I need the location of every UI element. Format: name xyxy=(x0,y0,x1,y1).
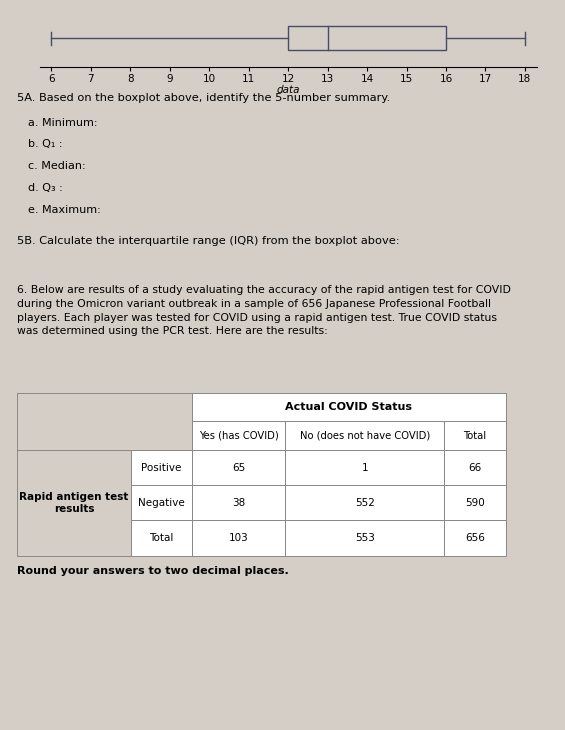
Bar xyxy=(131,520,192,556)
Text: 656: 656 xyxy=(465,533,485,543)
Text: 6. Below are results of a study evaluating the accuracy of the rapid antigen tes: 6. Below are results of a study evaluati… xyxy=(17,285,511,337)
Text: c. Median:: c. Median: xyxy=(28,161,86,172)
X-axis label: data: data xyxy=(276,85,300,96)
Text: Total: Total xyxy=(150,533,174,543)
Text: Round your answers to two decimal places.: Round your answers to two decimal places… xyxy=(17,566,289,577)
Bar xyxy=(17,450,131,556)
Bar xyxy=(131,450,192,485)
Bar xyxy=(445,520,506,556)
Text: 553: 553 xyxy=(355,533,375,543)
Text: 66: 66 xyxy=(468,463,481,473)
Text: 1: 1 xyxy=(362,463,368,473)
Text: e. Maximum:: e. Maximum: xyxy=(28,205,101,215)
Text: Negative: Negative xyxy=(138,498,185,508)
Bar xyxy=(17,393,192,450)
Text: Positive: Positive xyxy=(141,463,182,473)
Text: 65: 65 xyxy=(232,463,245,473)
Text: 103: 103 xyxy=(229,533,249,543)
Text: Total: Total xyxy=(463,431,486,441)
Text: 5A. Based on the boxplot above, identify the 5-number summary.: 5A. Based on the boxplot above, identify… xyxy=(17,93,390,104)
Bar xyxy=(192,520,285,556)
Text: 5B. Calculate the interquartile range (IQR) from the boxplot above:: 5B. Calculate the interquartile range (I… xyxy=(17,236,399,246)
Bar xyxy=(285,421,445,450)
Text: 38: 38 xyxy=(232,498,245,508)
Text: 590: 590 xyxy=(465,498,485,508)
Bar xyxy=(192,421,285,450)
Text: Rapid antigen test
results: Rapid antigen test results xyxy=(19,492,129,514)
Bar xyxy=(131,485,192,520)
Text: a. Minimum:: a. Minimum: xyxy=(28,118,98,128)
Text: 552: 552 xyxy=(355,498,375,508)
Bar xyxy=(192,393,506,421)
Bar xyxy=(285,520,445,556)
Bar xyxy=(192,450,285,485)
Bar xyxy=(192,485,285,520)
Bar xyxy=(285,485,445,520)
Bar xyxy=(288,26,446,50)
Bar xyxy=(445,421,506,450)
Text: Yes (has COVID): Yes (has COVID) xyxy=(199,431,279,441)
Text: b. Q₁ :: b. Q₁ : xyxy=(28,139,63,150)
Text: No (does not have COVID): No (does not have COVID) xyxy=(299,431,430,441)
Text: d. Q₃ :: d. Q₃ : xyxy=(28,183,63,193)
Bar xyxy=(445,450,506,485)
Bar xyxy=(285,450,445,485)
Text: Actual COVID Status: Actual COVID Status xyxy=(285,402,412,412)
Bar xyxy=(445,485,506,520)
